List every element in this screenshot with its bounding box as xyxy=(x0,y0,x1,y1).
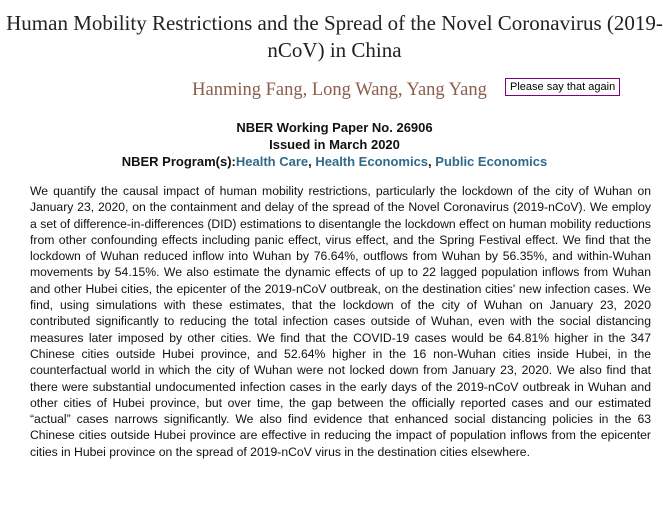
authors: Hanming Fang, Long Wang, Yang Yang xyxy=(192,80,487,100)
programs: NBER Program(s):Health Care, Health Econ… xyxy=(0,154,669,169)
tooltip: Please say that again xyxy=(505,78,621,96)
issued: Issued in March 2020 xyxy=(269,137,400,152)
abstract: We quantify the causal impact of human m… xyxy=(30,184,651,459)
title: Human Mobility Restrictions and the Spre… xyxy=(6,11,663,62)
paper-number: NBER Working Paper No. 26906 xyxy=(236,120,433,135)
program-link[interactable]: Public Economics xyxy=(435,154,548,169)
program-link[interactable]: Health Economics xyxy=(315,154,429,169)
program-separator: , xyxy=(428,154,436,169)
program-label: NBER Program(s): xyxy=(121,154,236,169)
program-separator: , xyxy=(308,154,316,169)
program-link[interactable]: Health Care xyxy=(235,154,309,169)
